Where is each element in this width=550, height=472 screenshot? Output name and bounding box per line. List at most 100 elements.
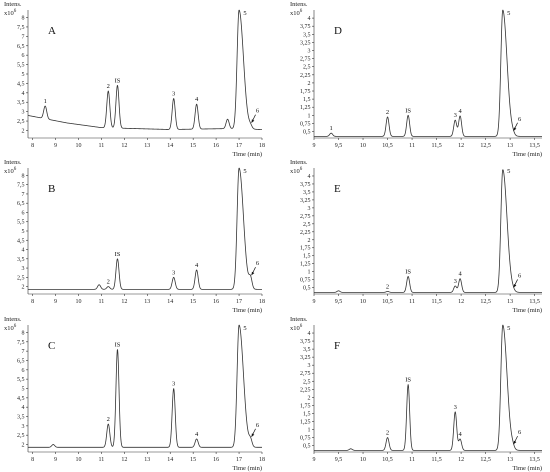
y-tick-label: 2 <box>308 81 311 87</box>
x-tick-label: 9 <box>313 457 316 463</box>
y-tick-label: 3,25 <box>300 355 311 361</box>
x-tick-label: 12,5 <box>480 457 491 463</box>
y-tick-label: 1 <box>308 427 311 433</box>
y-tick-label: 4 <box>308 174 311 180</box>
x-tick-label: 9 <box>54 299 57 305</box>
x-tick-label: 16 <box>213 457 219 463</box>
peak-arrow-head <box>513 284 517 288</box>
chromatogram-trace <box>313 9 543 137</box>
x-tick-label: 12 <box>121 143 127 149</box>
panel-a: 22,533,544,555,566,577,588 9 10 11 12 13 14 15 1… <box>4 1 265 158</box>
chromatogram-trace <box>313 324 543 451</box>
x-tick-label: 13 <box>507 299 513 305</box>
y-tick-label: 2 <box>22 443 25 449</box>
y-tick-label: 7,5 <box>17 25 25 31</box>
y-tick-label: 1 <box>308 113 311 119</box>
y-tick-label: 2,5 <box>17 275 25 281</box>
y-tick-label: 2 <box>308 395 311 401</box>
x-tick-label: 14 <box>167 143 173 149</box>
y-tick-label: 3,75 <box>300 339 311 345</box>
peak-label: 3 <box>454 404 457 411</box>
y-tick-label: 3,5 <box>17 257 25 263</box>
x-tick-label: 12,5 <box>480 299 491 305</box>
x-tick-label: 9 <box>54 143 57 149</box>
x-tick-label: 11 <box>409 457 415 463</box>
panel-b: 2 2,5 3 3,5 4 4,5 5 5,5 6 6,5 7 7,5 8 8 9 10 11 12 13 14 15 1… <box>4 159 265 314</box>
peak-label: 5 <box>243 10 246 17</box>
peak-label: 2 <box>386 283 389 290</box>
y-axis-label: Intens. <box>4 1 22 8</box>
peak-label: 3 <box>172 381 175 388</box>
y-tick-label: 7 <box>22 349 25 355</box>
y-tick-label: 0,5 <box>303 286 311 292</box>
x-tick-label: 9 <box>54 457 57 463</box>
x-tick-label: 18 <box>259 457 265 463</box>
y-axis-label: Intens. <box>4 159 22 166</box>
y-tick-label: 3,5 <box>303 347 311 353</box>
y-tick-label: 2,75 <box>300 214 311 220</box>
peak-label: IS <box>405 268 411 275</box>
x-tick-label: 10,5 <box>382 143 393 149</box>
y-tick-label: 0,5 <box>303 130 311 136</box>
peak-label: IS <box>405 107 411 114</box>
x-tick-label: 12,5 <box>480 143 491 149</box>
x-tick-label: 13 <box>144 143 150 149</box>
y-tick-label: 6,5 <box>17 201 25 207</box>
y-tick-label: 0,5 <box>303 444 311 450</box>
y-tick-label: 4,5 <box>17 81 25 87</box>
peak-label: 6 <box>256 108 260 115</box>
y-tick-label: 1,75 <box>300 246 311 252</box>
x-tick-label: 13,5 <box>529 143 540 149</box>
y-tick-label: 7,5 <box>17 340 25 346</box>
x-tick-label: 12 <box>458 143 464 149</box>
x-tick-label: 10 <box>360 143 366 149</box>
peak-label: 6 <box>256 422 260 429</box>
x-axis-label: Time (min) <box>512 307 542 314</box>
y-tick-label: 2,25 <box>300 387 311 393</box>
y-tick-label: 3,75 <box>300 182 311 188</box>
x-tick-label: 15 <box>190 143 196 149</box>
y-tick-label: 4,5 <box>17 396 25 402</box>
panel-f: 0,5 0,75 1 1,25 1,5 1,75 2 2,25 2,5 2,75 3 3,25 3,5 3… <box>290 316 543 472</box>
y-tick-label: 1,75 <box>300 403 311 409</box>
y-tick-label: 3 <box>22 110 25 116</box>
y-tick-label: 2,5 <box>303 379 311 385</box>
peak-label: 2 <box>107 83 110 90</box>
y-multiplier-label: x106 <box>4 9 17 17</box>
x-tick-label: 9,5 <box>335 143 343 149</box>
peak-label: IS <box>115 77 121 84</box>
x-tick-label: 11,5 <box>431 143 441 149</box>
x-tick-label: 12 <box>458 299 464 305</box>
x-axis-label: Time (min) <box>232 465 262 472</box>
peak-label: 4 <box>195 96 199 103</box>
x-tick-label: 10 <box>75 299 81 305</box>
y-tick-label: 2,25 <box>300 230 311 236</box>
y-tick-label: 3,5 <box>17 100 25 106</box>
x-tick-label: 8 <box>31 299 34 305</box>
peak-label: 1 <box>330 125 333 132</box>
peak-label: IS <box>115 251 121 258</box>
y-tick-label: 2 <box>22 128 25 134</box>
x-axis-label: Time (min) <box>232 151 262 158</box>
peak-label: 2 <box>107 416 110 423</box>
y-tick-label: 5,5 <box>17 220 25 226</box>
y-tick-label: 2,75 <box>300 371 311 377</box>
x-tick-label: 12 <box>458 457 464 463</box>
y-tick-label: 2,5 <box>17 433 25 439</box>
y-tick-label: 0,75 <box>300 278 311 284</box>
x-tick-label: 12 <box>121 457 127 463</box>
y-exponent: 6 <box>300 9 303 14</box>
y-tick-label: 6,5 <box>17 358 25 364</box>
peak-label: 5 <box>243 168 246 175</box>
y-tick-label: 2,75 <box>300 57 311 63</box>
y-exponent: 6 <box>300 324 303 329</box>
y-tick-label: 6,5 <box>17 44 25 50</box>
y-multiplier-label: x106 <box>290 324 303 332</box>
x-tick-label: 10 <box>360 457 366 463</box>
y-tick-label: 6 <box>22 368 25 374</box>
y-tick-label: 3,5 <box>303 32 311 38</box>
chromatogram-trace <box>27 324 263 448</box>
x-tick-label: 10,5 <box>382 299 393 305</box>
peak-arrow-head <box>251 433 255 437</box>
peak-label: 2 <box>386 430 389 437</box>
